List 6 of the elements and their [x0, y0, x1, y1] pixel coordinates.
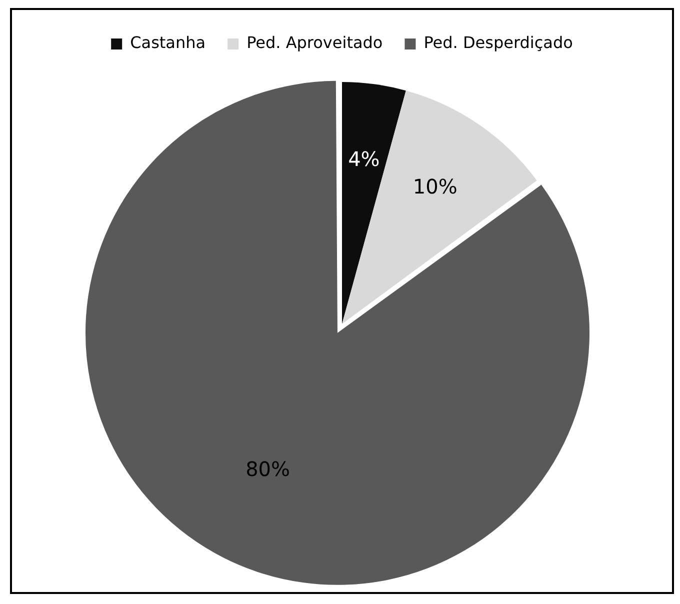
legend-label: Castanha	[130, 33, 206, 52]
data-label: 10%	[412, 174, 458, 199]
legend-label: Ped. Aproveitado	[246, 33, 383, 52]
data-label: 4%	[348, 147, 380, 172]
legend-label: Ped. Desperdiçado	[424, 33, 573, 52]
data-label: 80%	[246, 457, 290, 482]
